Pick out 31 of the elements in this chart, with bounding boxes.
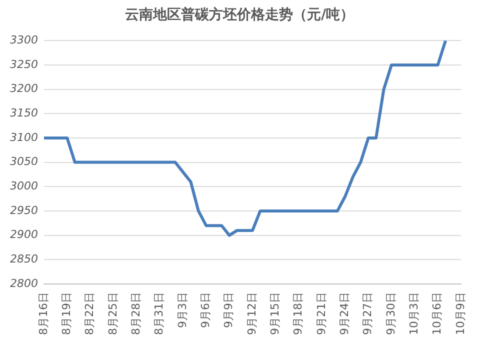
x-tick-label: 8月25日 (106, 292, 120, 336)
x-tick-label: 8月16日 (36, 292, 50, 336)
x-tick-label: 8月19日 (60, 292, 74, 336)
x-tick-label: 8月22日 (83, 292, 96, 336)
x-tick-label: 9月24日 (338, 292, 352, 336)
y-tick-label: 2850 (10, 252, 38, 266)
x-tick-label: 9月9日 (222, 292, 236, 328)
x-tick-label: 9月15日 (268, 292, 282, 336)
x-tick-label: 8月31日 (152, 292, 166, 336)
y-tick-label: 3200 (10, 82, 38, 96)
y-tick-label: 3100 (10, 130, 38, 144)
y-tick-label: 2900 (10, 228, 38, 242)
x-tick-label: 9月12日 (245, 292, 258, 336)
x-tick-label: 9月6日 (199, 292, 212, 328)
y-tick-label: 3000 (10, 180, 38, 192)
x-tick-label: 9月30日 (384, 292, 398, 336)
x-tick-label: 9月27日 (361, 292, 374, 336)
y-tick-label: 2950 (10, 204, 38, 217)
y-tick-label: 3300 (10, 33, 38, 46)
y-tick-label: 3050 (10, 155, 38, 168)
y-tick-label: 2800 (10, 276, 38, 290)
chart-title: 云南地区普碳方坯价格走势（元/吨） (124, 6, 356, 24)
x-tick-label: 10月6日 (430, 292, 444, 336)
x-tick-label: 9月21日 (314, 292, 328, 336)
x-tick-label: 10月9日 (454, 292, 467, 336)
y-tick-label: 3250 (10, 58, 38, 71)
x-tick-label: 9月3日 (176, 292, 189, 328)
y-tick-label: 3150 (10, 106, 38, 120)
x-tick-label: 8月28日 (130, 292, 143, 336)
x-tick-label: 9月18日 (292, 292, 305, 336)
x-tick-label: 10月3日 (408, 292, 421, 336)
